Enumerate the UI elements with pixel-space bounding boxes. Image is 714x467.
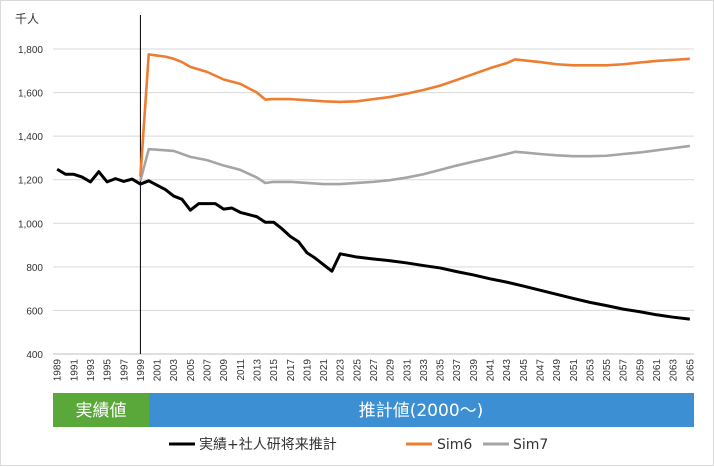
y-tick-label: 600 bbox=[26, 306, 43, 317]
y-tick-label: 1,600 bbox=[18, 89, 43, 100]
x-tick-label: 2047 bbox=[535, 359, 546, 382]
x-tick-label: 1999 bbox=[136, 359, 147, 382]
y-tick-label: 800 bbox=[26, 263, 43, 274]
x-tick-label: 2049 bbox=[552, 359, 563, 382]
y-tick-label: 1,400 bbox=[18, 132, 43, 143]
legend: 実績+社人研将来推計 Sim6 Sim7 bbox=[169, 437, 548, 453]
x-tick-label: 2013 bbox=[252, 359, 263, 382]
legend-label-sim7: Sim7 bbox=[513, 437, 548, 453]
x-tick-label: 2053 bbox=[585, 359, 596, 382]
y-tick-label: 1,800 bbox=[18, 45, 43, 56]
x-tick-label: 2019 bbox=[302, 359, 313, 382]
x-tick-label: 2051 bbox=[569, 359, 580, 382]
x-tick-label: 2035 bbox=[436, 359, 447, 382]
x-tick-label: 2039 bbox=[469, 359, 480, 382]
x-tick-label: 2015 bbox=[269, 359, 280, 382]
x-tick-label: 2055 bbox=[602, 359, 613, 382]
y-tick-label: 400 bbox=[26, 350, 43, 361]
x-tick-label: 2031 bbox=[402, 359, 413, 382]
x-tick-label: 2061 bbox=[652, 359, 663, 382]
y-tick-label: 1,200 bbox=[18, 176, 43, 187]
y-axis-unit-label: 千人 bbox=[15, 12, 39, 26]
x-tick-label: 2063 bbox=[669, 359, 680, 382]
band-actual bbox=[53, 393, 149, 427]
x-tick-label: 2041 bbox=[486, 359, 497, 382]
x-tick-label: 2057 bbox=[619, 359, 630, 382]
x-tick-label: 1995 bbox=[103, 359, 114, 382]
x-tick-label: 1997 bbox=[119, 359, 130, 382]
x-tick-label: 1989 bbox=[53, 359, 64, 382]
y-axis-ticks: 400 600 800 1,000 1,200 1,400 1,600 1,800 bbox=[18, 45, 43, 361]
grid-lines bbox=[53, 48, 694, 355]
y-tick-label: 1,000 bbox=[18, 219, 43, 230]
band-forecast bbox=[149, 393, 694, 427]
x-tick-label: 2023 bbox=[336, 359, 347, 382]
x-tick-label: 1993 bbox=[86, 359, 97, 382]
x-tick-label: 2037 bbox=[452, 359, 463, 382]
x-tick-label: 2017 bbox=[286, 359, 297, 382]
x-tick-label: 2001 bbox=[153, 359, 164, 382]
legend-label-actual: 実績+社人研将来推計 bbox=[199, 437, 337, 453]
x-tick-label: 2033 bbox=[419, 359, 430, 382]
x-tick-label: 2007 bbox=[203, 359, 214, 382]
legend-label-sim6: Sim6 bbox=[437, 437, 472, 453]
x-tick-label: 2059 bbox=[635, 359, 646, 382]
series-sim6 bbox=[139, 53, 690, 177]
x-tick-label: 2021 bbox=[319, 359, 330, 382]
series-actual-projection bbox=[56, 167, 691, 321]
band-actual-label: 実績値 bbox=[76, 401, 127, 421]
x-tick-label: 2003 bbox=[169, 359, 180, 382]
x-tick-label: 1991 bbox=[69, 359, 80, 382]
x-tick-label: 2029 bbox=[386, 359, 397, 382]
x-axis-ticks: 1989 1991 1993 1995 1997 1999 2001 2003 2005 2007… bbox=[53, 359, 697, 382]
x-tick-label: 2043 bbox=[502, 359, 513, 382]
series-sim7 bbox=[139, 144, 691, 186]
band-forecast-label: 推計値(2000～) bbox=[359, 401, 484, 421]
x-tick-label: 2065 bbox=[685, 359, 696, 382]
x-tick-label: 2009 bbox=[219, 359, 230, 382]
x-tick-label: 2027 bbox=[369, 359, 380, 382]
x-tick-label: 2011 bbox=[236, 359, 247, 381]
x-tick-label: 2045 bbox=[519, 359, 530, 382]
x-tick-label: 2005 bbox=[186, 359, 197, 382]
x-tick-label: 2025 bbox=[352, 359, 363, 382]
series-lines bbox=[56, 53, 691, 321]
